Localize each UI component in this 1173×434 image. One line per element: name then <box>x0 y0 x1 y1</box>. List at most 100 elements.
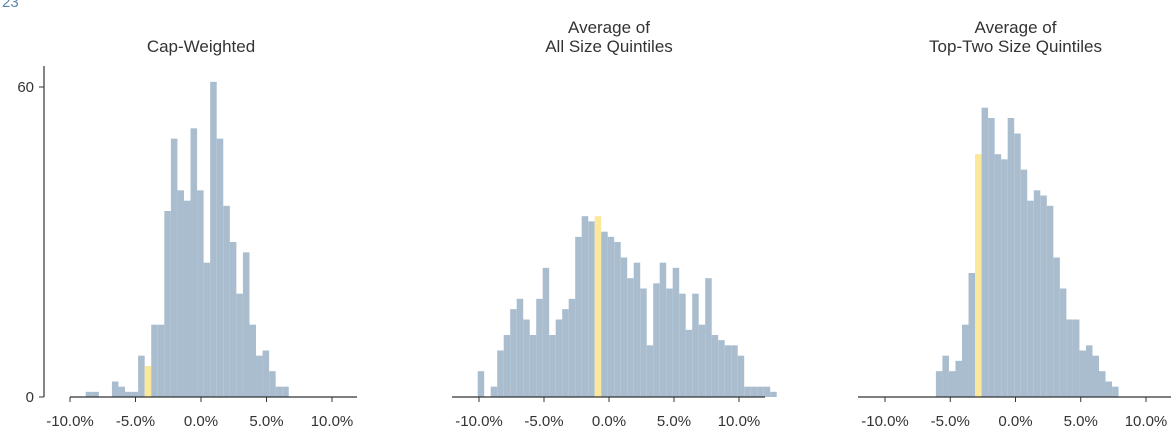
histogram-bar <box>1059 288 1067 397</box>
histogram-bar <box>988 118 995 397</box>
histogram-bar <box>737 355 745 397</box>
histogram-bar <box>536 298 543 397</box>
histogram-bar <box>542 267 550 397</box>
histogram-bar <box>763 386 771 397</box>
histogram-bar <box>659 262 667 397</box>
histogram-bar <box>269 371 276 397</box>
histogram-bar <box>1001 159 1008 397</box>
histogram-bar <box>118 386 126 397</box>
highlight-bar <box>594 216 602 397</box>
histogram-bar <box>679 293 686 397</box>
histogram-bar <box>510 309 517 397</box>
histogram-bar <box>549 335 556 397</box>
histogram-bar <box>210 81 217 397</box>
histogram-bar <box>962 324 969 397</box>
highlight-bar <box>144 366 152 397</box>
histogram-bar <box>1020 169 1028 397</box>
histogram-bar <box>523 319 530 397</box>
histogram-bar <box>125 391 132 397</box>
histogram-bar <box>757 386 764 397</box>
x-tick-label: 5.0% <box>1064 413 1098 430</box>
histogram-bar <box>942 355 949 397</box>
y-tick-label: 0 <box>26 389 34 406</box>
histogram-bar <box>685 329 693 397</box>
histogram-bar <box>477 371 485 397</box>
histogram-bar <box>718 340 725 397</box>
chart-title: Average of Top-Two Size Quintiles <box>929 18 1102 56</box>
histogram-bar <box>529 335 537 397</box>
histogram-bar <box>607 236 615 397</box>
histogram-bar <box>724 345 732 397</box>
histogram-bar <box>633 262 641 397</box>
histogram-bar <box>236 293 243 397</box>
histogram-bar <box>620 257 628 397</box>
histogram-bar <box>711 335 719 397</box>
histogram-bar <box>698 324 706 397</box>
x-tick-label: 5.0% <box>657 413 691 430</box>
histogram-bar <box>1053 257 1060 397</box>
histogram-bar <box>981 107 989 398</box>
histogram-bar <box>601 231 608 397</box>
histogram-bar <box>497 350 504 397</box>
histogram-bar <box>555 319 563 397</box>
histogram-bar <box>1112 386 1119 397</box>
histogram-bar <box>1040 195 1047 397</box>
x-tick-label: -10.0% <box>861 413 909 430</box>
histogram-bar <box>692 293 699 397</box>
histogram-bar <box>1007 118 1015 397</box>
histogram-bar <box>666 288 673 397</box>
x-tick-label: -10.0% <box>46 413 94 430</box>
histogram-bar <box>1046 205 1054 397</box>
histogram-bar <box>994 154 1002 397</box>
histogram-bar <box>750 386 758 397</box>
histogram-bar <box>256 355 263 397</box>
chart-title: Cap-Weighted <box>147 37 255 56</box>
page-number: 23 <box>2 0 19 11</box>
histogram-bar <box>1014 133 1021 397</box>
histogram-bar <box>242 252 250 397</box>
histogram-bar <box>197 190 204 397</box>
histogram-bar <box>672 267 680 397</box>
histogram-bar <box>282 386 289 397</box>
histogram-bar <box>111 381 119 397</box>
histogram-bar <box>640 288 647 397</box>
x-tick-label: -10.0% <box>455 413 503 430</box>
x-tick-label: 0.0% <box>184 413 218 430</box>
histogram-bar <box>1079 350 1086 397</box>
y-tick-label: 60 <box>17 79 34 96</box>
histogram-bar <box>562 309 569 397</box>
histogram-bar <box>490 386 498 397</box>
histogram-bar <box>1105 381 1113 397</box>
x-tick-label: 10.0% <box>718 413 761 430</box>
histogram-bar <box>229 242 237 397</box>
histogram-bar <box>177 190 184 397</box>
histogram-bar <box>151 324 158 397</box>
histogram-bar <box>183 200 191 397</box>
histogram-bar <box>588 221 595 397</box>
histogram-bar <box>85 391 93 397</box>
histogram-bar <box>1072 319 1080 397</box>
x-tick-label: 0.0% <box>998 413 1032 430</box>
histogram-bar <box>1033 190 1041 397</box>
histogram-bar <box>249 324 257 397</box>
histogram-bar <box>216 138 224 398</box>
histogram-bar <box>646 345 654 397</box>
histogram-bar <box>170 138 178 398</box>
x-tick-label: 10.0% <box>1125 413 1168 430</box>
histogram-bar <box>203 262 211 397</box>
histogram-bar <box>262 350 270 397</box>
x-tick-label: 10.0% <box>311 413 354 430</box>
histogram-bar <box>968 273 976 397</box>
histogram-bar <box>1085 345 1093 397</box>
histogram-bar <box>1099 371 1106 397</box>
histogram-bar <box>223 205 230 397</box>
highlight-bar <box>975 154 982 397</box>
histogram-bar <box>164 211 171 397</box>
histogram-bar <box>614 242 621 397</box>
histogram-panel-1: -10.0% -5.0% 0.0% 5.0% 10.0% 0 60 Cap-Weighted <box>17 37 357 430</box>
histogram-bar <box>157 324 165 397</box>
x-tick-label: -5.0% <box>116 413 155 430</box>
histogram-bar <box>568 298 576 397</box>
histogram-bar <box>705 278 712 397</box>
x-tick-label: -5.0% <box>931 413 970 430</box>
